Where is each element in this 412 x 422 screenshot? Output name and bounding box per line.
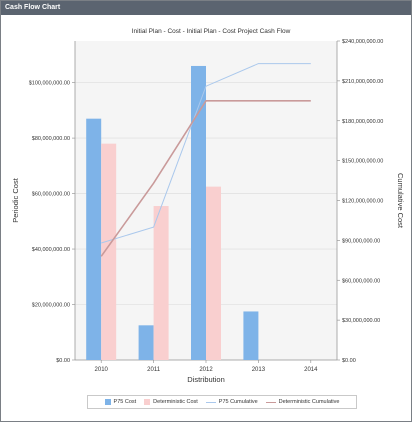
bar-deterministic-cost: [153, 206, 169, 360]
window-title: Cash Flow Chart: [1, 1, 411, 15]
line-deterministic-cumulative: [100, 100, 311, 257]
bar-deterministic-cost: [206, 186, 221, 360]
right-tick-label: $0.00: [342, 358, 356, 364]
legend-label: P75 Cumulative: [218, 399, 258, 405]
legend-swatch: [265, 401, 276, 403]
legend-swatch: [144, 399, 151, 405]
left-tick-label: $80,000,000.00: [32, 136, 70, 142]
legend-item: Deterministic Cumulative: [265, 399, 340, 405]
legend-label: Deterministic Cost: [153, 399, 198, 405]
line-p75-cumulative: [101, 63, 311, 244]
right-tick-label: $180,000,000.00: [342, 119, 383, 125]
x-tick-label: 2013: [252, 367, 266, 373]
legend-label: Deterministic Cumulative: [278, 399, 340, 405]
legend-label: P75 Cost: [113, 399, 137, 405]
x-tick-label: 2011: [147, 367, 161, 373]
chart-legend: P75 Cost Deterministic Cost P75 Cumulative…: [87, 395, 357, 409]
x-tick-label: 2012: [199, 367, 213, 373]
left-tick-label: $60,000,000.00: [32, 192, 70, 198]
right-tick-label: $240,000,000.00: [342, 39, 383, 45]
legend-item: P75 Cumulative: [205, 399, 258, 405]
right-tick-label: $120,000,000.00: [342, 199, 383, 205]
left-axis-title: Periodic Cost: [11, 177, 20, 223]
bar-deterministic-cost: [101, 143, 117, 360]
chart-title: Initial Plan - Cost - Initial Plan - Cos…: [131, 28, 291, 35]
legend-item: P75 Cost: [104, 399, 137, 405]
legend-swatch: [205, 401, 216, 403]
right-tick-label: $90,000,000.00: [342, 238, 380, 244]
left-tick-label: $20,000,000.00: [32, 303, 70, 309]
legend-item: Deterministic Cost: [144, 399, 198, 405]
bar-p75-cost: [86, 118, 102, 361]
x-axis-title: Distribution: [187, 375, 225, 384]
right-axis-title: Cumulative Cost: [396, 173, 405, 229]
bar-p75-cost: [243, 311, 259, 360]
legend-swatch: [104, 399, 111, 405]
right-tick-label: $60,000,000.00: [342, 278, 380, 284]
bar-p75-cost: [191, 65, 206, 361]
right-tick-label: $210,000,000.00: [342, 79, 383, 85]
right-tick-label: $30,000,000.00: [342, 318, 380, 324]
x-tick-label: 2014: [304, 367, 318, 373]
left-tick-label: $40,000,000.00: [32, 247, 70, 253]
left-tick-label: $100,000,000.00: [29, 81, 70, 87]
right-tick-label: $150,000,000.00: [342, 159, 383, 165]
bar-p75-cost: [138, 325, 154, 360]
x-tick-label: 2010: [95, 367, 109, 373]
left-tick-label: $0.00: [56, 358, 70, 364]
